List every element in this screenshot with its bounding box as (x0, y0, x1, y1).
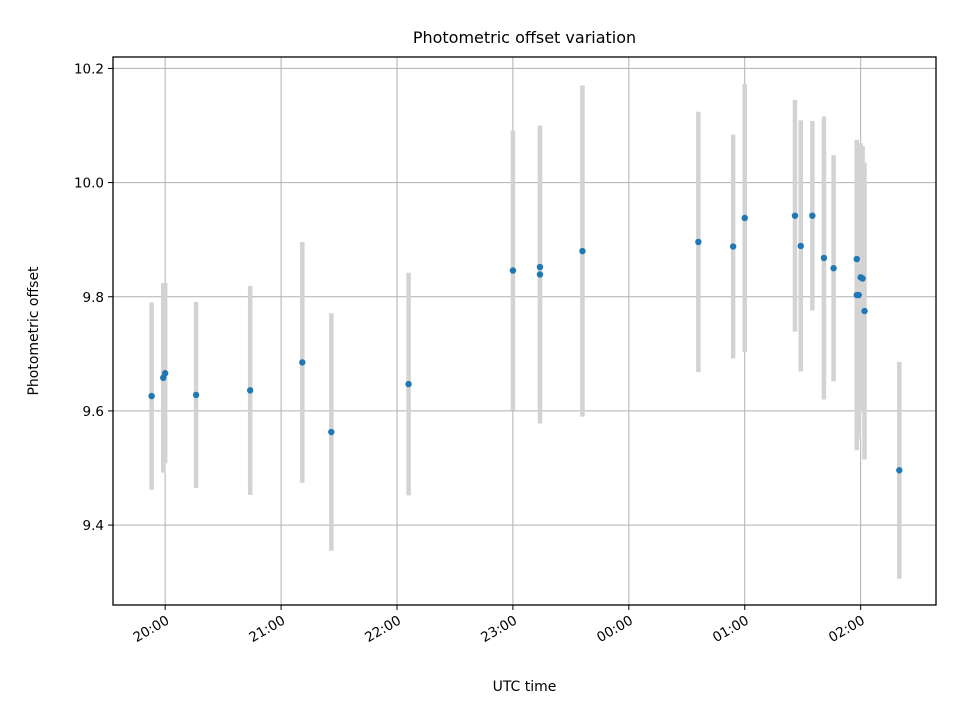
data-point (695, 238, 702, 246)
data-point (791, 212, 799, 219)
y-axis-label: Photometric offset (26, 266, 42, 396)
error-bars (149, 83, 902, 579)
data-point (192, 391, 200, 399)
x-axis-label: UTC time (493, 679, 557, 695)
data-point (896, 467, 903, 474)
x-tick-label: 21:00 (246, 613, 288, 646)
data-point (853, 255, 860, 263)
x-tick-label: 23:00 (478, 613, 520, 646)
chart-title: Photometric offset variation (413, 28, 636, 47)
data-point (855, 291, 862, 299)
data-point (741, 214, 748, 222)
data-point (328, 428, 335, 436)
x-tick-label: 20:00 (130, 613, 172, 646)
data-point (820, 254, 828, 262)
x-tick-label: 00:00 (594, 613, 636, 646)
y-tick-label: 10.0 (74, 176, 104, 192)
data-point (809, 212, 816, 219)
data-point (861, 307, 868, 315)
y-tick-label: 9.6 (83, 404, 104, 420)
y-tick-label: 9.4 (83, 518, 104, 534)
x-axis-ticks: 20:00 21:00 22:00 23:00 00:00 01:00 02:00 (130, 605, 868, 646)
x-tick-label: 01:00 (710, 613, 752, 646)
data-point (161, 370, 169, 377)
data-point (729, 243, 737, 250)
data-point (536, 263, 544, 271)
x-tick-label: 22:00 (362, 613, 404, 646)
data-point (830, 265, 837, 272)
data-point (797, 242, 804, 250)
y-tick-label: 10.2 (74, 61, 104, 77)
data-point (246, 387, 254, 394)
data-points (148, 212, 903, 474)
y-axis-ticks: 9.4 9.6 9.8 10.0 10.2 (74, 61, 113, 534)
data-point (509, 267, 517, 274)
data-point (148, 392, 155, 400)
y-tick-label: 9.8 (83, 290, 104, 306)
data-point (299, 359, 306, 366)
data-point (405, 380, 412, 388)
x-tick-label: 02:00 (826, 613, 868, 646)
data-point (536, 271, 544, 278)
data-point (579, 247, 586, 255)
plot-frame (112, 56, 937, 606)
data-point (859, 275, 866, 282)
